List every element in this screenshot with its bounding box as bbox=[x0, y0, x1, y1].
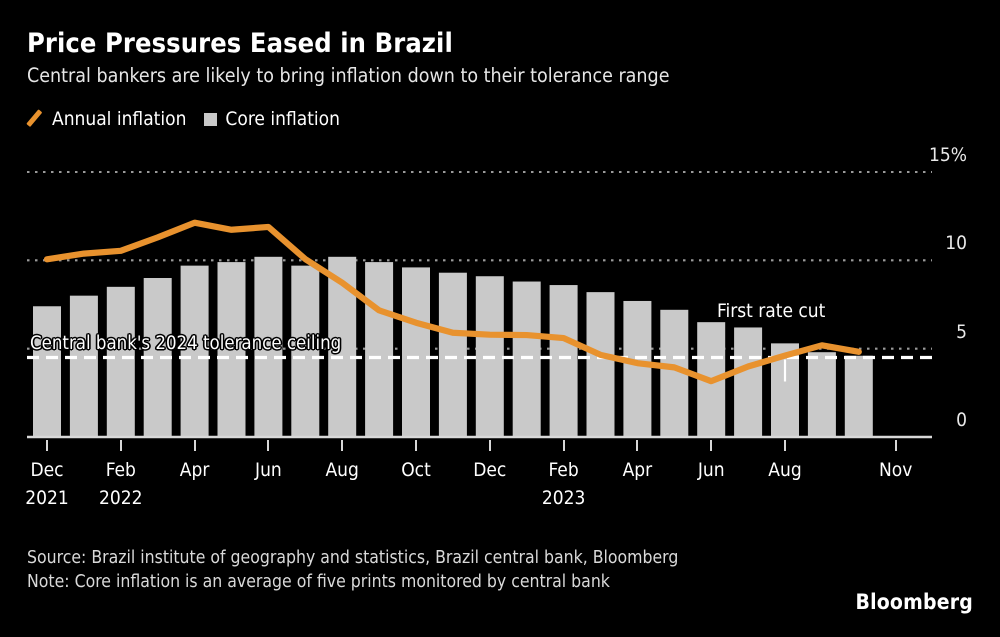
x-tick-year-2023: 2023 bbox=[541, 487, 586, 509]
x-tick-Dec bbox=[488, 440, 491, 451]
bar-7 bbox=[291, 265, 320, 437]
x-tick-label-Oct-10: Oct bbox=[401, 459, 431, 481]
bar-4 bbox=[180, 265, 209, 437]
x-tick-Jun bbox=[710, 440, 713, 451]
legend-label-core-inflation: Core inflation bbox=[225, 108, 340, 130]
x-tick-Feb bbox=[562, 440, 565, 451]
x-tick-Feb bbox=[119, 440, 122, 451]
x-tick-label-Feb-2: Feb bbox=[105, 459, 136, 481]
x-tick-Nov bbox=[894, 440, 897, 451]
chart-legend: Annual inflation Core inflation bbox=[27, 108, 340, 130]
x-tick-label-Jun-6: Jun bbox=[255, 459, 282, 481]
bar-16 bbox=[623, 300, 652, 437]
legend-label-annual-inflation: Annual inflation bbox=[52, 108, 187, 130]
bar-10 bbox=[402, 267, 430, 437]
x-tick-Apr bbox=[193, 440, 196, 451]
x-tick-label-Feb-14: Feb bbox=[548, 459, 579, 481]
bloomberg-logo: Bloomberg bbox=[855, 590, 973, 614]
x-tick-label-Aug-8: Aug bbox=[325, 459, 359, 481]
note-text: Note: Core inflation is an average of fi… bbox=[27, 571, 610, 592]
bar-22 bbox=[844, 355, 873, 437]
chart-svg bbox=[27, 170, 932, 439]
x-tick-year-2022: 2022 bbox=[99, 487, 143, 509]
y-tick-label-5: 5 bbox=[956, 320, 967, 343]
x-tick-label-Dec-12: Dec bbox=[473, 459, 507, 481]
bar-0 bbox=[33, 306, 61, 437]
y-tick-label-10: 10 bbox=[945, 232, 967, 255]
line-swatch-icon bbox=[27, 111, 44, 128]
bar-13 bbox=[512, 281, 541, 437]
bar-9 bbox=[365, 262, 394, 437]
page-subtitle: Central bankers are likely to bring infl… bbox=[27, 64, 670, 87]
chart-footer: Source: Brazil institute of geography an… bbox=[27, 547, 887, 594]
x-tick-Aug bbox=[784, 440, 786, 451]
chart-canvas bbox=[0, 140, 1000, 440]
bar-5 bbox=[217, 262, 246, 437]
x-tick-year-2021: 2021 bbox=[25, 487, 69, 509]
annotation-first-rate-cut: First rate cut bbox=[717, 299, 826, 322]
x-tick-label-Apr-4: Apr bbox=[179, 459, 210, 481]
bar-14 bbox=[549, 285, 578, 437]
page-title: Price Pressures Eased in Brazil bbox=[27, 28, 453, 59]
square-swatch-icon bbox=[204, 112, 218, 126]
x-tick-Aug bbox=[341, 440, 344, 451]
bar-21 bbox=[807, 352, 836, 437]
x-tick-label-Nov-23: Nov bbox=[879, 459, 913, 481]
x-tick-Apr bbox=[636, 440, 639, 451]
legend-item-core-inflation: Core inflation bbox=[204, 108, 340, 130]
x-tick-Oct bbox=[415, 440, 417, 451]
x-tick-label-Jun-18: Jun bbox=[697, 459, 725, 481]
x-tick-Dec bbox=[46, 440, 48, 451]
x-tick-Jun bbox=[267, 440, 270, 451]
bar-11 bbox=[438, 272, 467, 437]
source-text: Source: Brazil institute of geography an… bbox=[27, 548, 679, 568]
bar-1 bbox=[69, 295, 98, 437]
x-tick-label-Aug-20: Aug bbox=[768, 459, 802, 481]
y-tick-label-0: 0 bbox=[956, 409, 967, 431]
bar-6 bbox=[254, 256, 283, 437]
bar-19 bbox=[734, 327, 763, 437]
chart-plot-area bbox=[0, 140, 1000, 440]
x-axis-labels: Dec 2021 Feb 2022 Apr Jun Aug Oct Dec Feb 2023 Apr J… bbox=[0, 440, 1000, 550]
bar-2 bbox=[106, 286, 135, 437]
bar-15 bbox=[586, 292, 615, 437]
legend-item-annual-inflation: Annual inflation bbox=[27, 108, 186, 130]
x-tick-label-Apr-16: Apr bbox=[622, 459, 653, 481]
y-tick-label-15: 15% bbox=[929, 144, 967, 166]
x-tick-label-Dec-0: Dec bbox=[30, 459, 64, 481]
annotation-tolerance-ceiling: Central bank's 2024 tolerance ceiling bbox=[30, 332, 342, 354]
line-annual-inflation bbox=[43, 219, 862, 385]
